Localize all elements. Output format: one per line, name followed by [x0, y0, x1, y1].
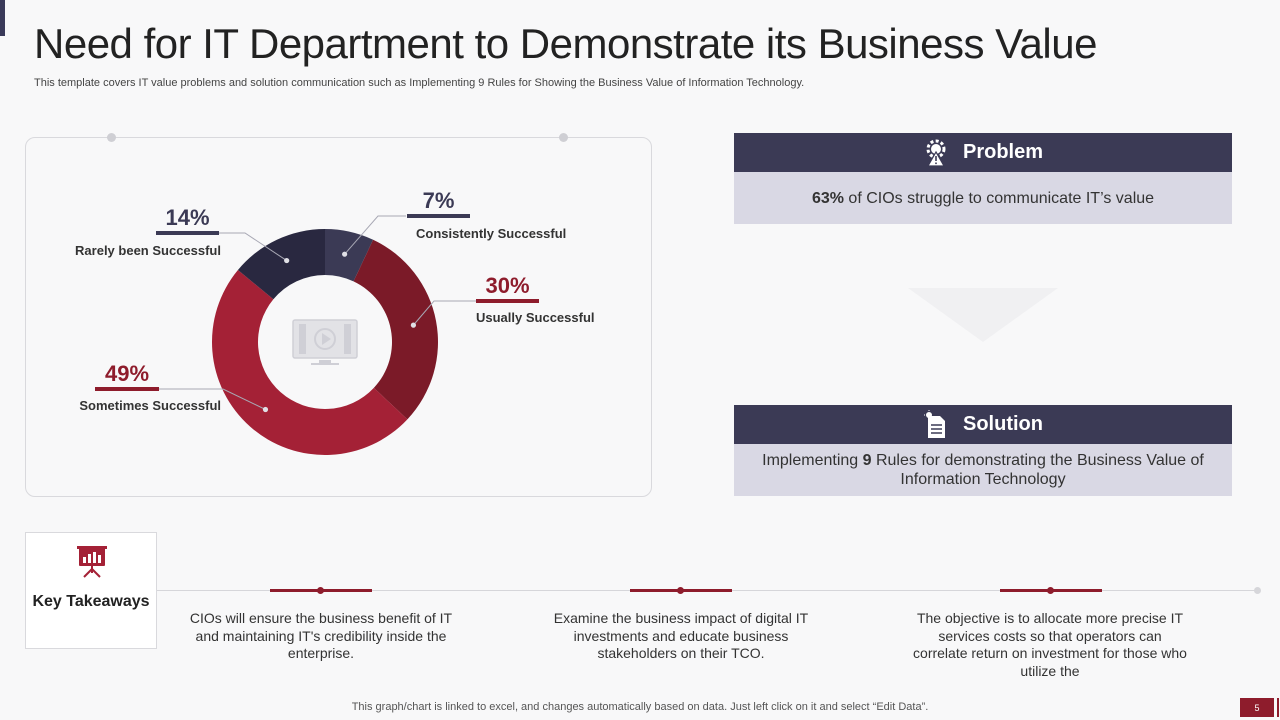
- page-number: 5: [1240, 698, 1274, 717]
- key-takeaways-label: Key Takeaways: [32, 593, 150, 610]
- leader-line: [344, 215, 406, 255]
- slide-title: Need for IT Department to Demonstrate it…: [34, 20, 1097, 67]
- key-takeaways-box: Key Takeaways: [25, 532, 157, 649]
- problem-text: of CIOs struggle to communicate IT’s val…: [843, 189, 1155, 207]
- problem-header: Problem: [734, 133, 1232, 172]
- solution-text-before: Implementing: [762, 452, 863, 469]
- card-decor-dot: [107, 133, 116, 142]
- timeline-marker-dot: [677, 587, 684, 594]
- slice-accent-bar: [407, 214, 470, 218]
- solution-body: Implementing 9 Rules for demonstrating t…: [734, 444, 1232, 496]
- solution-heading: Solution: [963, 413, 1043, 435]
- leader-dot: [342, 251, 348, 257]
- timeline-marker-dot: [1047, 587, 1054, 594]
- down-arrow-shape: [908, 288, 1058, 342]
- solution-header: Solution: [734, 405, 1232, 444]
- slice-category-label: Rarely been Successful: [75, 243, 221, 258]
- takeaway-item-2: Examine the business impact of digital I…: [553, 610, 809, 661]
- takeaway-item-3: The objective is to allocate more precis…: [913, 610, 1187, 679]
- leader-line: [413, 300, 476, 326]
- corner-accent: [0, 0, 5, 36]
- slice-accent-bar: [95, 387, 159, 391]
- slice-accent-bar: [476, 299, 539, 303]
- problem-panel: Problem 63% of CIOs struggle to communic…: [734, 133, 1232, 224]
- leader-dot: [262, 406, 269, 413]
- donut-slice[interactable]: [325, 229, 374, 282]
- card-decor-dot: [559, 133, 568, 142]
- chart-card: 7% Consistently Successful 30% Usually Succ…: [25, 137, 652, 497]
- problem-body: 63% of CIOs struggle to communicate IT’s…: [734, 172, 1232, 224]
- slice-value-label: 49%: [105, 361, 149, 386]
- page-number-accent: [1277, 698, 1279, 717]
- donut-slice[interactable]: [353, 239, 438, 420]
- leader-line: [159, 388, 266, 410]
- solution-number: 9: [862, 452, 872, 469]
- problem-stat: 63%: [811, 189, 844, 207]
- presentation-board-icon: [77, 546, 107, 578]
- leader-dot: [410, 322, 417, 328]
- slice-value-label: 30%: [485, 273, 529, 298]
- gear-warning-icon: [926, 139, 946, 167]
- slice-category-label: Sometimes Successful: [79, 398, 221, 413]
- leader-dot: [284, 257, 290, 264]
- donut-slice[interactable]: [212, 269, 408, 455]
- footer-note: This graph/chart is linked to excel, and…: [351, 701, 929, 713]
- slice-category-label: Consistently Successful: [416, 226, 566, 241]
- slice-category-label: Usually Successful: [476, 310, 595, 325]
- donut-chart[interactable]: 7% Consistently Successful 30% Usually Succ…: [26, 138, 653, 498]
- video-monitor-icon: [292, 319, 358, 365]
- document-idea-icon: [924, 409, 945, 438]
- slice-accent-bar: [156, 231, 219, 235]
- problem-heading: Problem: [962, 141, 1044, 163]
- leader-line: [219, 232, 287, 261]
- slide-subtitle: This template covers IT value problems a…: [34, 77, 805, 89]
- timeline-end-dot: [1254, 587, 1261, 594]
- timeline-marker-dot: [317, 587, 324, 594]
- solution-panel: Solution Implementing 9 Rules for demons…: [734, 405, 1232, 496]
- slice-value-label: 7%: [423, 188, 455, 213]
- takeaway-item-1: CIOs will ensure the business benefit of…: [189, 610, 453, 661]
- slice-value-label: 14%: [165, 205, 209, 230]
- donut-slice[interactable]: [237, 229, 325, 300]
- solution-text-after: Rules for demonstrating the Business Val…: [871, 452, 1204, 488]
